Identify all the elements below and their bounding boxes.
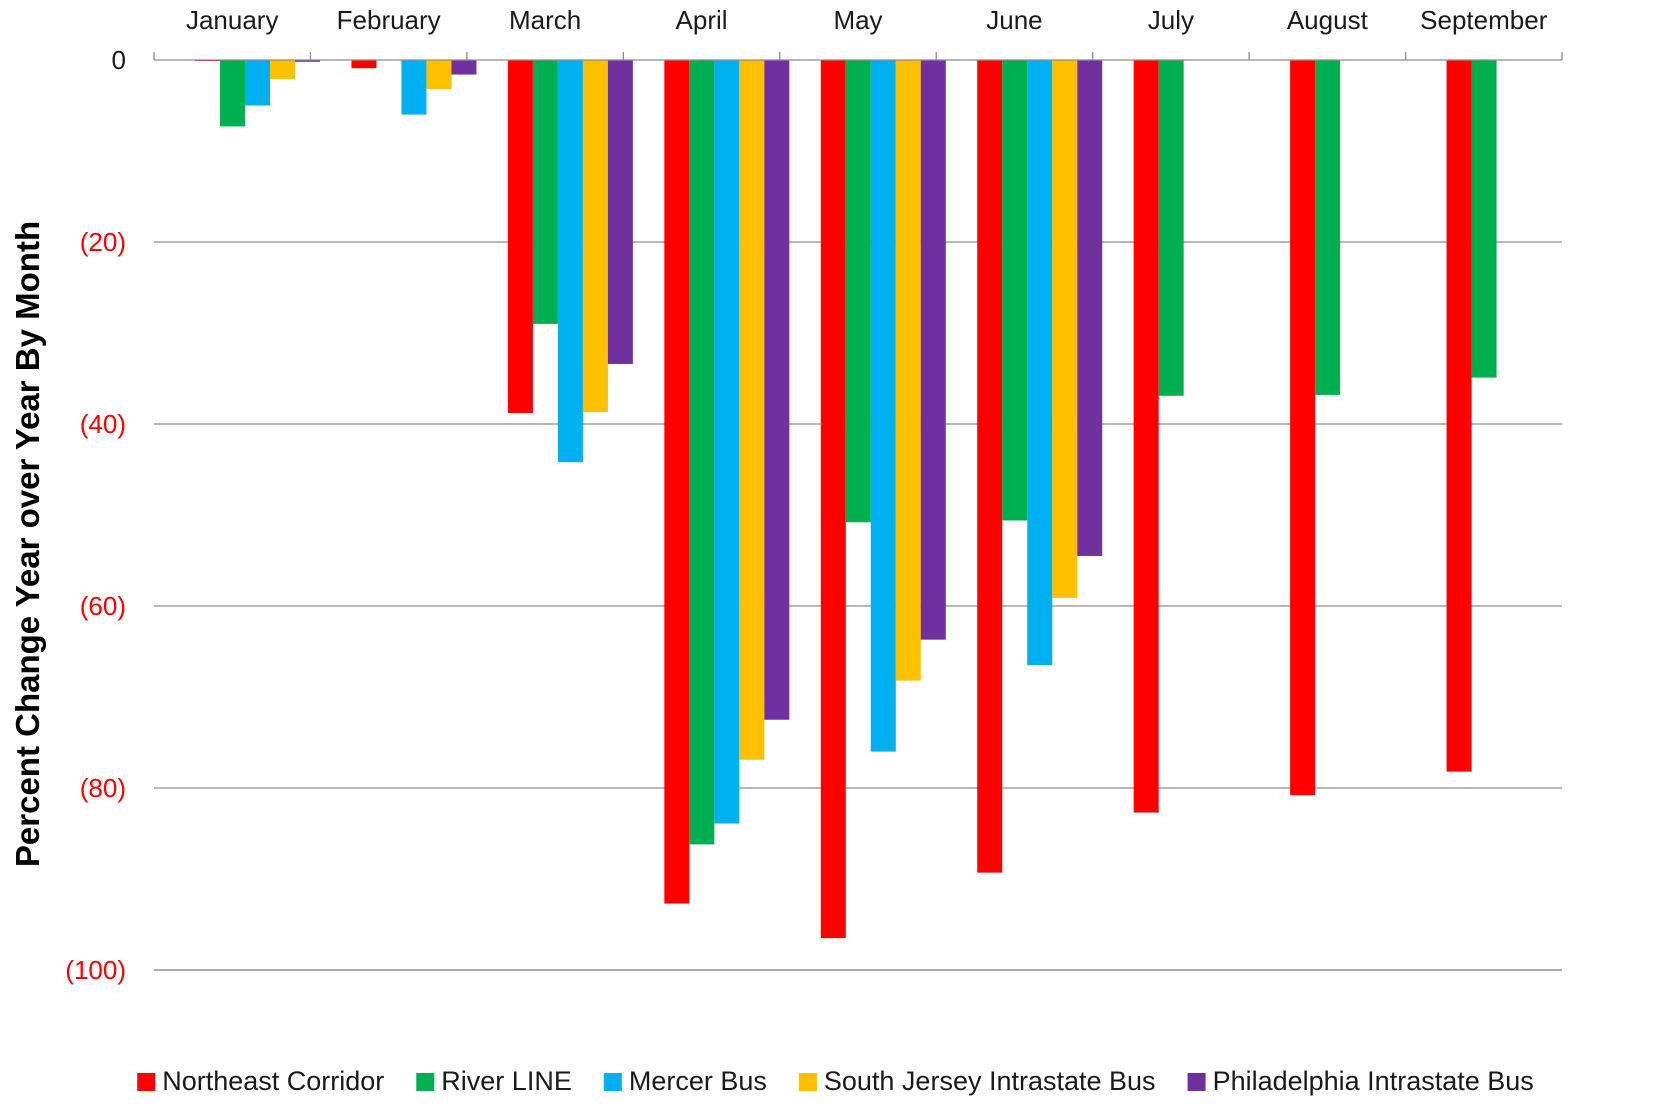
bar bbox=[220, 60, 245, 127]
bar bbox=[1446, 60, 1472, 772]
bar bbox=[607, 60, 633, 364]
y-tick-label: (60) bbox=[80, 591, 126, 621]
bar bbox=[977, 60, 1003, 873]
bar bbox=[532, 60, 558, 324]
legend-swatch bbox=[603, 1073, 622, 1091]
bar bbox=[689, 60, 715, 845]
bar bbox=[1077, 60, 1103, 556]
category-label: May bbox=[833, 5, 882, 35]
bar bbox=[895, 60, 921, 681]
bar bbox=[270, 60, 295, 80]
bar bbox=[557, 60, 583, 463]
bar bbox=[1133, 60, 1159, 813]
bar bbox=[451, 60, 477, 75]
legend-swatch bbox=[137, 1073, 156, 1091]
bar bbox=[295, 60, 320, 62]
category-label: April bbox=[676, 5, 728, 35]
category-label: July bbox=[1148, 5, 1194, 35]
y-tick-label: (80) bbox=[80, 773, 126, 803]
legend-label: Philadelphia Intrastate Bus bbox=[1213, 1066, 1534, 1096]
bar bbox=[401, 60, 427, 115]
category-label: February bbox=[337, 5, 441, 35]
legend-label: Mercer Bus bbox=[629, 1066, 767, 1096]
category-label: June bbox=[986, 5, 1042, 35]
legend-swatch bbox=[416, 1073, 435, 1091]
bar bbox=[1002, 60, 1028, 521]
bar bbox=[582, 60, 608, 413]
bar bbox=[845, 60, 871, 523]
bar bbox=[1027, 60, 1053, 666]
y-tick-label: (20) bbox=[80, 227, 126, 257]
y-tick-label: (40) bbox=[80, 409, 126, 439]
y-tick-label: (100) bbox=[65, 955, 126, 985]
category-label: September bbox=[1420, 5, 1548, 35]
bar bbox=[1290, 60, 1316, 796]
bar bbox=[739, 60, 765, 760]
bar bbox=[1052, 60, 1078, 598]
legend: Northeast Corridor River LINE Mercer Bus So… bbox=[137, 1066, 1534, 1096]
legend-label: River LINE bbox=[441, 1066, 572, 1096]
y-tick-label: 0 bbox=[112, 45, 126, 75]
bar bbox=[764, 60, 790, 720]
legend-swatch bbox=[1187, 1073, 1206, 1091]
bar bbox=[664, 60, 690, 904]
category-label: August bbox=[1287, 5, 1369, 35]
legend-label: South Jersey Intrastate Bus bbox=[824, 1066, 1156, 1096]
axes bbox=[153, 52, 1563, 971]
category-label: March bbox=[509, 5, 581, 35]
bar bbox=[245, 60, 270, 106]
x-category-labels: January February March April May June July Augu… bbox=[186, 5, 1548, 35]
y-axis-title: Percent Change Year over Year By Month bbox=[9, 221, 46, 867]
bars bbox=[195, 60, 1497, 939]
bar bbox=[507, 60, 533, 414]
category-label: January bbox=[186, 5, 279, 35]
bar bbox=[426, 60, 452, 90]
bar bbox=[870, 60, 896, 752]
bar bbox=[714, 60, 740, 824]
bar bbox=[820, 60, 846, 939]
legend-label: Northeast Corridor bbox=[162, 1066, 384, 1096]
bar bbox=[351, 60, 377, 69]
bar bbox=[1158, 60, 1184, 396]
y-tick-labels: 0 (20) (40) (60) (80) (100) bbox=[65, 45, 126, 985]
bar bbox=[1315, 60, 1341, 395]
legend-swatch bbox=[798, 1073, 817, 1091]
bar bbox=[920, 60, 946, 640]
bar bbox=[1471, 60, 1497, 378]
